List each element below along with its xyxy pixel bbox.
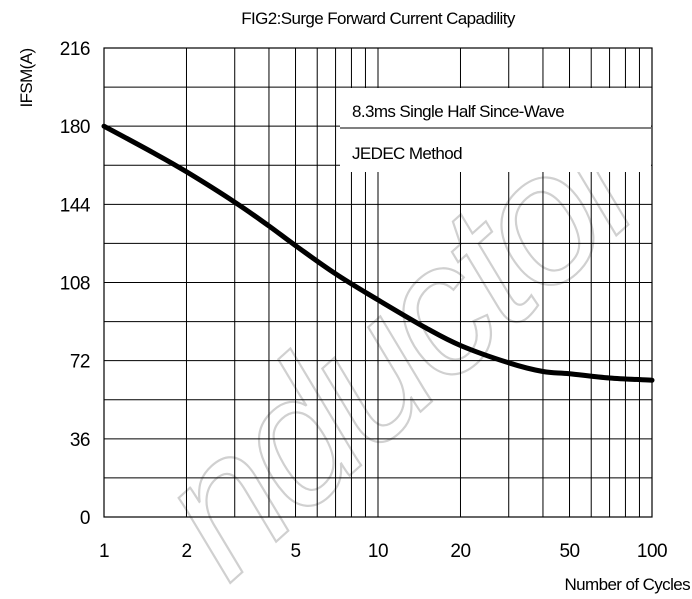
chart-title: FIG2:Surge Forward Current Capadility <box>241 9 516 28</box>
x-tick-label: 20 <box>450 541 470 562</box>
plot-frame <box>103 47 653 518</box>
y-tick-labels: 0 36 72 108 144 180 216 <box>60 39 92 529</box>
x-tick-label: 1 <box>99 541 109 562</box>
x-tick-label: 100 <box>637 541 667 562</box>
y-tick-label: 72 <box>70 352 90 373</box>
x-tick-label: 5 <box>290 541 300 562</box>
annotation-line-1: 8.3ms Single Half Since-Wave <box>352 102 564 121</box>
x-tick-label: 10 <box>368 541 388 562</box>
y-tick-label: 216 <box>60 39 90 60</box>
y-axis-label: IFSM(A) <box>17 48 36 107</box>
series-line <box>101 123 655 383</box>
y-tick-label: 0 <box>80 508 90 529</box>
y-tick-label: 144 <box>60 195 91 216</box>
annotation-box <box>340 88 651 172</box>
y-tick-label: 180 <box>60 117 90 138</box>
annotation-line-2: JEDEC Method <box>352 144 462 163</box>
x-tick-label: 50 <box>559 541 579 562</box>
x-axis-label: Number of Cycles <box>565 575 691 594</box>
x-tick-labels: 1 2 5 10 20 50 100 <box>99 541 668 562</box>
x-tick-label: 2 <box>181 541 191 562</box>
y-tick-label: 108 <box>60 274 90 295</box>
y-tick-label: 36 <box>70 430 90 451</box>
